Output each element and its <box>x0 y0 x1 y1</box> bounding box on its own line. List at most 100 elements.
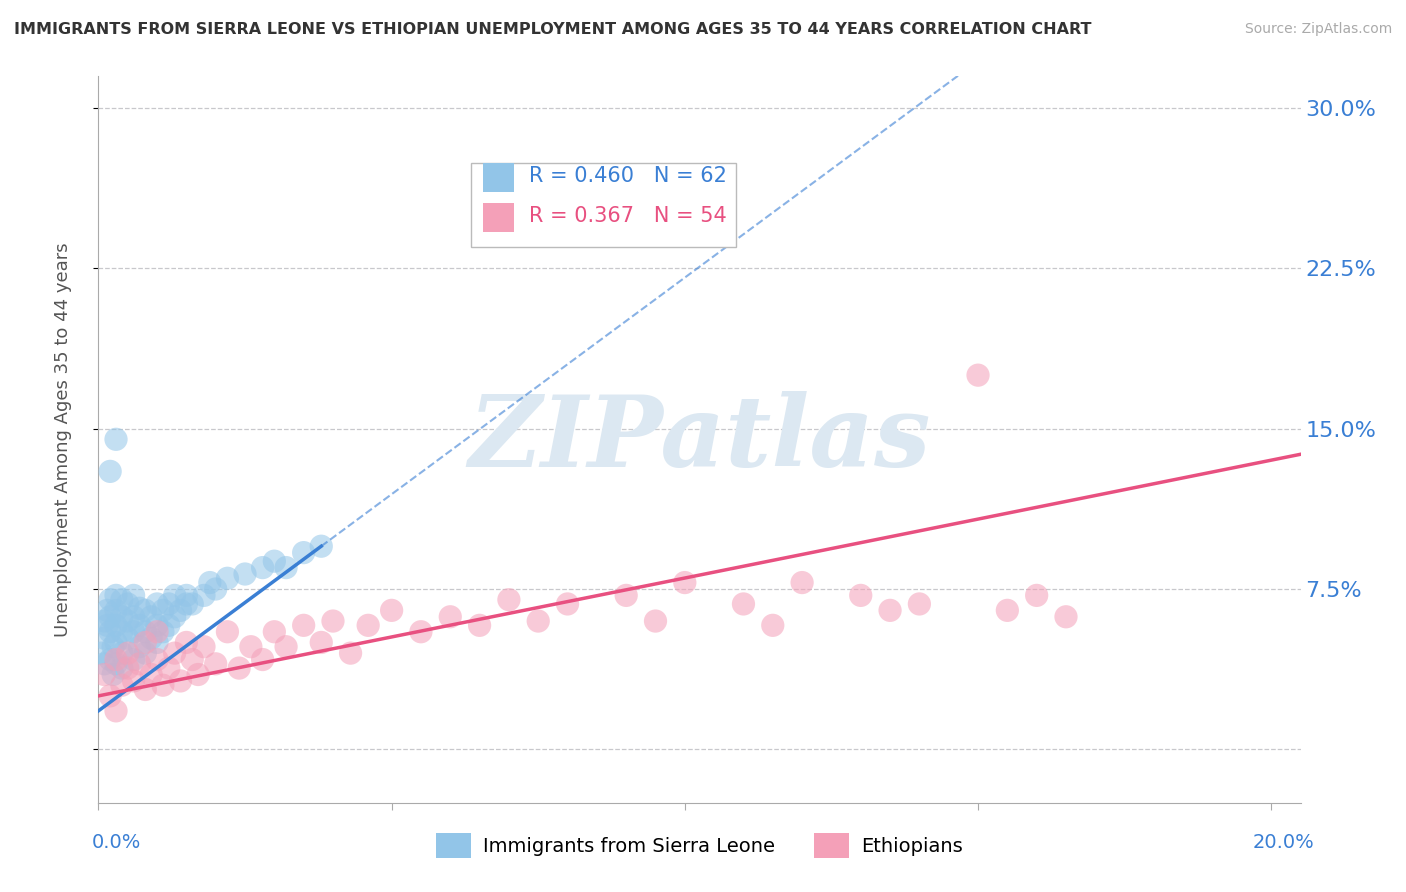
Point <box>169 603 191 617</box>
Point <box>557 597 579 611</box>
Point <box>673 575 696 590</box>
Point <box>105 588 128 602</box>
Point <box>122 652 145 666</box>
Point <box>274 560 297 574</box>
Point <box>98 609 121 624</box>
Point <box>117 597 139 611</box>
Point <box>157 618 180 632</box>
Point <box>141 667 163 681</box>
Point <box>152 624 174 639</box>
Point <box>357 618 380 632</box>
Point <box>193 588 215 602</box>
Point <box>292 618 315 632</box>
Point <box>309 539 332 553</box>
Point <box>98 624 121 639</box>
Point <box>141 631 163 645</box>
Point <box>1054 609 1077 624</box>
Point <box>141 609 163 624</box>
Point <box>105 635 128 649</box>
Point <box>181 597 204 611</box>
Point <box>233 567 256 582</box>
Point <box>1025 588 1047 602</box>
Point <box>90 646 112 660</box>
Point <box>339 646 361 660</box>
Point <box>98 689 121 703</box>
Point <box>176 588 198 602</box>
Point <box>163 609 186 624</box>
Point <box>134 603 156 617</box>
Point <box>176 597 198 611</box>
FancyBboxPatch shape <box>484 163 515 192</box>
Point <box>122 588 145 602</box>
Point <box>322 614 344 628</box>
Point <box>128 601 150 615</box>
Point <box>105 704 128 718</box>
Point <box>105 618 128 632</box>
Point <box>105 433 128 447</box>
Point <box>105 652 128 666</box>
Text: R = 0.367   N = 54: R = 0.367 N = 54 <box>529 206 727 227</box>
Point <box>146 635 169 649</box>
Point <box>263 554 285 568</box>
Point <box>217 624 239 639</box>
Point <box>176 635 198 649</box>
Point <box>163 646 186 660</box>
Point <box>146 652 169 666</box>
Point <box>134 635 156 649</box>
Point <box>93 657 115 671</box>
FancyBboxPatch shape <box>471 163 735 247</box>
Point <box>274 640 297 654</box>
Y-axis label: Unemployment Among Ages 35 to 44 years: Unemployment Among Ages 35 to 44 years <box>53 242 72 637</box>
Point <box>134 682 156 697</box>
Point <box>111 661 134 675</box>
Point <box>644 614 666 628</box>
Point <box>187 667 209 681</box>
Point <box>181 652 204 666</box>
Point <box>128 618 150 632</box>
Point <box>309 635 332 649</box>
FancyBboxPatch shape <box>484 203 515 232</box>
Point <box>733 597 755 611</box>
Text: 20.0%: 20.0% <box>1253 833 1315 853</box>
Point <box>614 588 637 602</box>
Point <box>879 603 901 617</box>
Point <box>995 603 1018 617</box>
Point <box>762 618 785 632</box>
Point <box>409 624 432 639</box>
Point <box>252 560 274 574</box>
Point <box>96 618 118 632</box>
Point <box>217 571 239 585</box>
Point <box>228 661 250 675</box>
Point <box>98 592 121 607</box>
Point <box>134 624 156 639</box>
Point <box>117 646 139 660</box>
Point <box>122 673 145 688</box>
Point <box>292 546 315 560</box>
Point <box>117 614 139 628</box>
Point <box>101 640 124 654</box>
Point <box>111 592 134 607</box>
Point <box>152 603 174 617</box>
Point <box>193 640 215 654</box>
Point <box>93 667 115 681</box>
Point <box>117 661 139 675</box>
Point <box>157 597 180 611</box>
Point <box>117 631 139 645</box>
Point <box>98 464 121 478</box>
Text: ZIPatlas: ZIPatlas <box>468 391 931 488</box>
Point <box>163 588 186 602</box>
Point <box>93 631 115 645</box>
Point <box>101 667 124 681</box>
Point <box>204 657 226 671</box>
Point <box>381 603 404 617</box>
Point <box>111 646 134 660</box>
Point <box>498 592 520 607</box>
Text: Source: ZipAtlas.com: Source: ZipAtlas.com <box>1244 22 1392 37</box>
Text: 0.0%: 0.0% <box>91 833 141 853</box>
Point <box>967 368 990 383</box>
Point <box>128 640 150 654</box>
Point <box>263 624 285 639</box>
Text: R = 0.460   N = 62: R = 0.460 N = 62 <box>529 166 727 186</box>
Point <box>849 588 872 602</box>
Point <box>169 673 191 688</box>
